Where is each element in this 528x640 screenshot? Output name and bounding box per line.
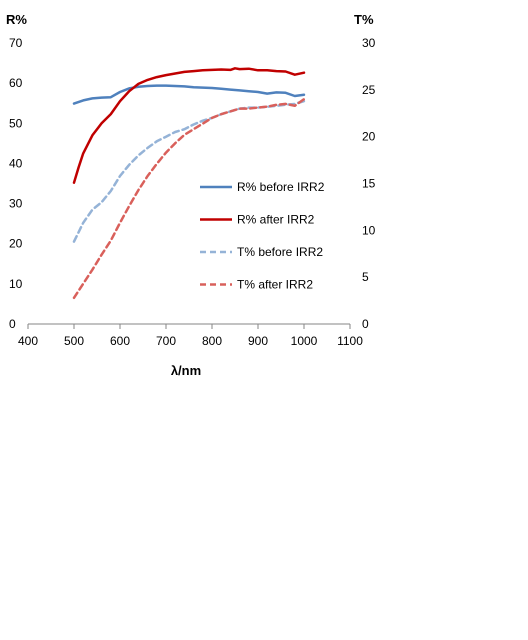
y-left-tick-label: 0 <box>9 317 16 331</box>
y-right-tick-label: 15 <box>362 177 376 191</box>
legend-label: T% before IRR2 <box>237 245 323 259</box>
y-left-tick-label: 50 <box>9 116 23 130</box>
left-axis-title: R% <box>6 12 27 27</box>
y-right-tick-label: 25 <box>362 83 376 97</box>
x-tick-label: 1000 <box>291 334 318 348</box>
y-right-tick-label: 10 <box>362 223 376 237</box>
legend: R% before IRR2 R% after IRR2 T% before IRR… <box>200 180 325 292</box>
x-tick-label: 600 <box>110 334 130 348</box>
y-left-tick-label: 30 <box>9 197 23 211</box>
x-tick-label: 800 <box>202 334 222 348</box>
y-right-tick-label: 20 <box>362 130 376 144</box>
x-tick-label: 500 <box>64 334 84 348</box>
right-axis-title: T% <box>354 12 374 27</box>
legend-label: T% after IRR2 <box>237 278 313 292</box>
y-left-tick-label: 10 <box>9 277 23 291</box>
y-left-tick-label: 60 <box>9 76 23 90</box>
y-left-tick-label: 20 <box>9 237 23 251</box>
y-left-tick-label: 40 <box>9 156 23 170</box>
x-tick-label: 900 <box>248 334 268 348</box>
series-layer <box>72 67 306 300</box>
series-line-4 <box>72 97 306 300</box>
y-right-tick-label: 30 <box>362 36 376 50</box>
axes: 400 500 600 700 800 900 1000 110001020304050607… <box>9 36 376 348</box>
series-line-2 <box>72 67 306 184</box>
y-left-tick-label: 70 <box>9 36 23 50</box>
y-right-tick-label: 0 <box>362 317 369 331</box>
legend-label: R% before IRR2 <box>237 180 325 194</box>
x-axis-title: λ/nm <box>171 363 201 378</box>
legend-label: R% after IRR2 <box>237 213 315 227</box>
y-right-tick-label: 5 <box>362 270 369 284</box>
x-tick-label: 1100 <box>337 334 363 348</box>
x-tick-label: 700 <box>156 334 176 348</box>
x-tick-label: 400 <box>18 334 38 348</box>
series-line-1 <box>72 84 306 105</box>
